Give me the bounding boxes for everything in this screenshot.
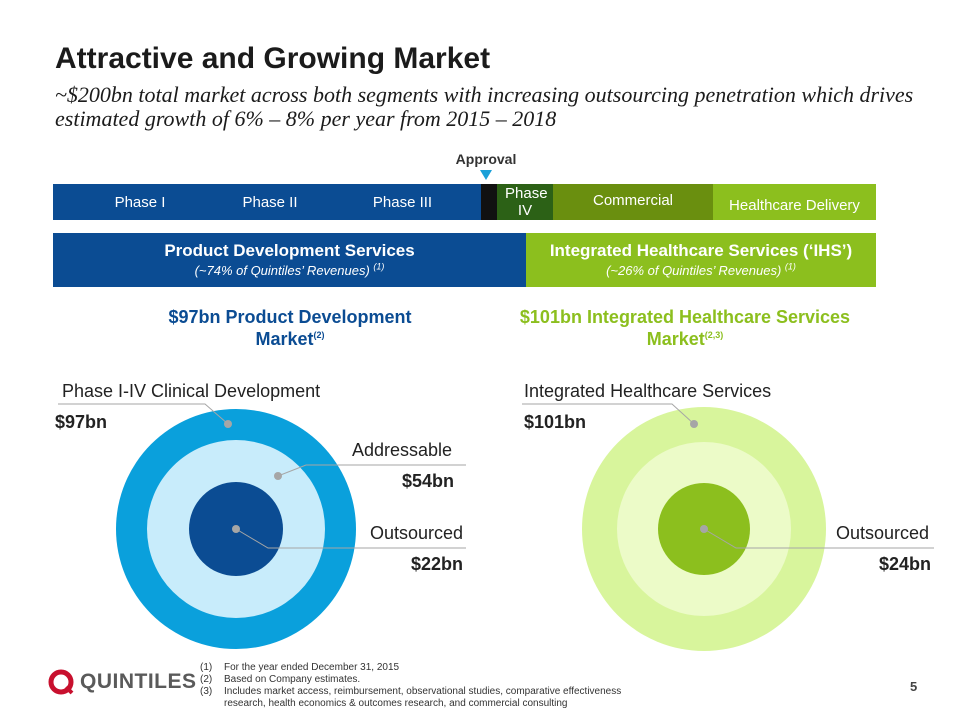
left-inner-dot: [232, 525, 240, 533]
left-inner-label: Outsourced: [370, 523, 464, 543]
approval-divider: [481, 184, 497, 220]
phase-commercial-label: Commercial: [592, 192, 673, 209]
ihs-note: (1): [784, 261, 796, 272]
phase-4-label: Phase IV: [505, 185, 548, 219]
left-mid-value: $54bn: [402, 471, 455, 491]
footnote-2-text: Based on Company estimates.: [224, 674, 361, 685]
approval-label: Approval: [455, 151, 517, 167]
left-inner-value: $22bn: [411, 554, 464, 574]
ihs-title: Integrated Healthcare Services (‘IHS’): [549, 241, 853, 260]
ihs-market-line2-wrap: Market(2,3): [505, 328, 865, 350]
left-mid-leader: [277, 464, 466, 477]
quintiles-logo: QUINTILES: [47, 668, 197, 696]
ihs-market-line1: $101bn Integrated Healthcare Services: [519, 307, 851, 327]
right-inner-label: Outsourced: [836, 523, 930, 543]
right-outer-label: Integrated Healthcare Services: [524, 381, 772, 401]
footnote-1-text: For the year ended December 31, 2015: [224, 662, 400, 673]
right-inner-leader: [703, 528, 934, 549]
pds-subtitle-text: (~74% of Quintiles’ Revenues): [194, 263, 370, 278]
logo-q-icon: [48, 669, 74, 695]
page-title: Attractive and Growing Market: [55, 42, 491, 75]
right-outer-dot: [690, 420, 698, 428]
phase-bar-background: [53, 184, 481, 220]
pds-market-note: (2): [313, 330, 325, 340]
phase-1: Phase I: [95, 184, 185, 220]
pds-title: Product Development Services: [164, 241, 415, 260]
phase-1-label: Phase I: [114, 193, 166, 211]
footnote-2-num: (2): [200, 674, 213, 685]
phase-2-label: Phase II: [242, 193, 298, 211]
left-inner-leader: [235, 528, 466, 549]
left-outer-leader: [58, 403, 229, 425]
approval-arrow-icon: [480, 170, 492, 180]
left-mid-dot: [274, 472, 282, 480]
phase-4: Phase IV: [497, 184, 553, 220]
phase-3-label: Phase III: [372, 193, 433, 211]
pds-market-line1: $97bn Product Development: [168, 307, 412, 327]
ihs-box: Integrated Healthcare Services (‘IHS’) (…: [526, 233, 876, 287]
right-inner-value: $24bn: [879, 554, 932, 574]
ihs-market-heading: $101bn Integrated Healthcare Services Ma…: [505, 306, 865, 350]
left-outer-label: Phase I-IV Clinical Development: [62, 381, 321, 401]
pds-box: Product Development Services (~74% of Qu…: [53, 233, 526, 287]
right-outer-leader: [522, 403, 695, 425]
footnote-3-num: (3): [200, 686, 213, 697]
pds-market-line2: Market: [255, 329, 314, 349]
phase-healthcare-delivery-label: Healthcare Delivery: [729, 197, 860, 214]
right-inner-dot: [700, 525, 708, 533]
ihs-subtitle-text: (~26% of Quintiles’ Revenues): [606, 263, 782, 278]
pds-market-line2-wrap: Market(2): [140, 328, 440, 350]
phase-3: Phase III: [355, 184, 450, 220]
phase-2: Phase II: [225, 184, 315, 220]
pds-market-heading: $97bn Product Development Market(2): [140, 306, 440, 350]
page-subtitle: ~$200bn total market across both segment…: [55, 82, 914, 131]
ihs-market-line2: Market: [646, 329, 705, 349]
page-number: 5: [910, 679, 918, 694]
ihs-subtitle: (~26% of Quintiles’ Revenues) (1): [526, 261, 876, 278]
left-outer-dot: [224, 420, 232, 428]
phase-commercial: Commercial: [553, 184, 713, 220]
pds-subtitle: (~74% of Quintiles’ Revenues) (1): [53, 261, 526, 278]
right-outer-value: $101bn: [524, 412, 587, 432]
ihs-market-note: (2,3): [704, 330, 724, 340]
phase-healthcare-delivery: Healthcare Delivery: [713, 184, 876, 220]
footnote-1-num: (1): [200, 662, 213, 673]
footnote-3-text: Includes market access, reimbursement, o…: [224, 686, 622, 709]
left-mid-label: Addressable: [352, 440, 453, 460]
left-outer-value: $97bn: [55, 412, 108, 432]
logo-text: QUINTILES: [80, 670, 197, 693]
pds-note: (1): [373, 261, 385, 272]
